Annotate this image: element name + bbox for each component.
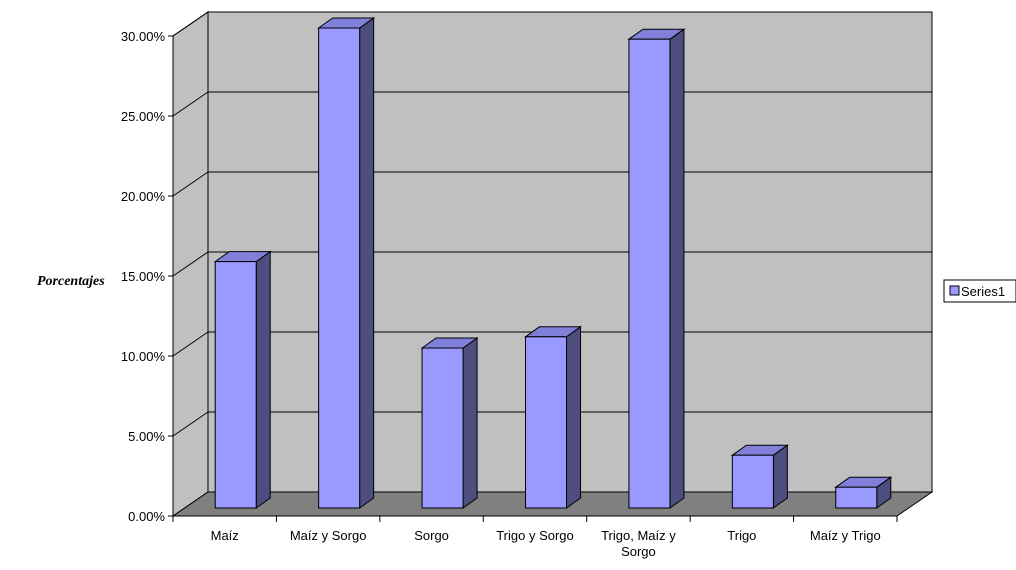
- bar-side: [772, 444, 788, 509]
- legend: Series1: [943, 279, 1016, 303]
- bar: [420, 337, 479, 509]
- bar-side: [462, 337, 478, 509]
- bar: [317, 17, 376, 509]
- bar-front: [835, 486, 878, 509]
- y-tick-label: 15.00%: [121, 269, 166, 284]
- bar-side: [566, 325, 581, 509]
- bars: [213, 17, 893, 509]
- bar-side: [255, 250, 271, 509]
- y-tick-labels: 0.00% 5.00% 10.00% 15.00% 20.00% 25.00% 30.00%: [121, 29, 166, 524]
- bar: [627, 28, 686, 509]
- y-tick-label: 25.00%: [121, 109, 166, 124]
- y-tick-label: 20.00%: [121, 189, 166, 204]
- y-tick-label: 30.00%: [121, 29, 166, 44]
- x-category-label: Trigo, Maíz y Sorgo: [601, 528, 676, 559]
- x-category-label: Maíz y Sorgo: [290, 528, 367, 543]
- x-category-label: Maíz: [211, 528, 239, 543]
- bar: [523, 325, 583, 509]
- legend-label: Series1: [961, 284, 1005, 299]
- bar-front: [421, 347, 464, 509]
- bar-side: [669, 28, 685, 509]
- legend-swatch: [949, 285, 960, 296]
- bar: [213, 250, 272, 509]
- x-category-label: Maíz y Trigo: [810, 528, 881, 543]
- bar-front: [731, 454, 774, 509]
- x-category-labels: Maíz Maíz y Sorgo Sorgo Trigo y Sorgo Trigo,…: [211, 528, 881, 559]
- bar-front: [318, 27, 361, 509]
- gridline-side: [172, 171, 209, 197]
- axes: [168, 35, 898, 522]
- y-axis-label: Porcentajes: [37, 274, 105, 289]
- gridline-side: [172, 11, 209, 37]
- gridline-side: [172, 411, 209, 437]
- y-tick-label: 0.00%: [128, 509, 165, 524]
- x-category-label: Trigo y Sorgo: [496, 528, 574, 543]
- y-tick-label: 5.00%: [128, 429, 165, 444]
- legend-box: [943, 279, 1016, 303]
- gridline-side: [172, 91, 209, 117]
- bar: [730, 444, 789, 509]
- gridline-side: [172, 251, 209, 277]
- gridline-side: [172, 331, 209, 357]
- y-tick-label: 10.00%: [121, 349, 166, 364]
- bar-front: [214, 261, 257, 509]
- x-category-label: Trigo: [727, 528, 756, 543]
- bar: [834, 476, 893, 509]
- bar-front: [525, 336, 567, 509]
- x-category-label: Sorgo: [414, 528, 449, 543]
- bar-side: [359, 17, 375, 509]
- bar-front: [628, 38, 671, 509]
